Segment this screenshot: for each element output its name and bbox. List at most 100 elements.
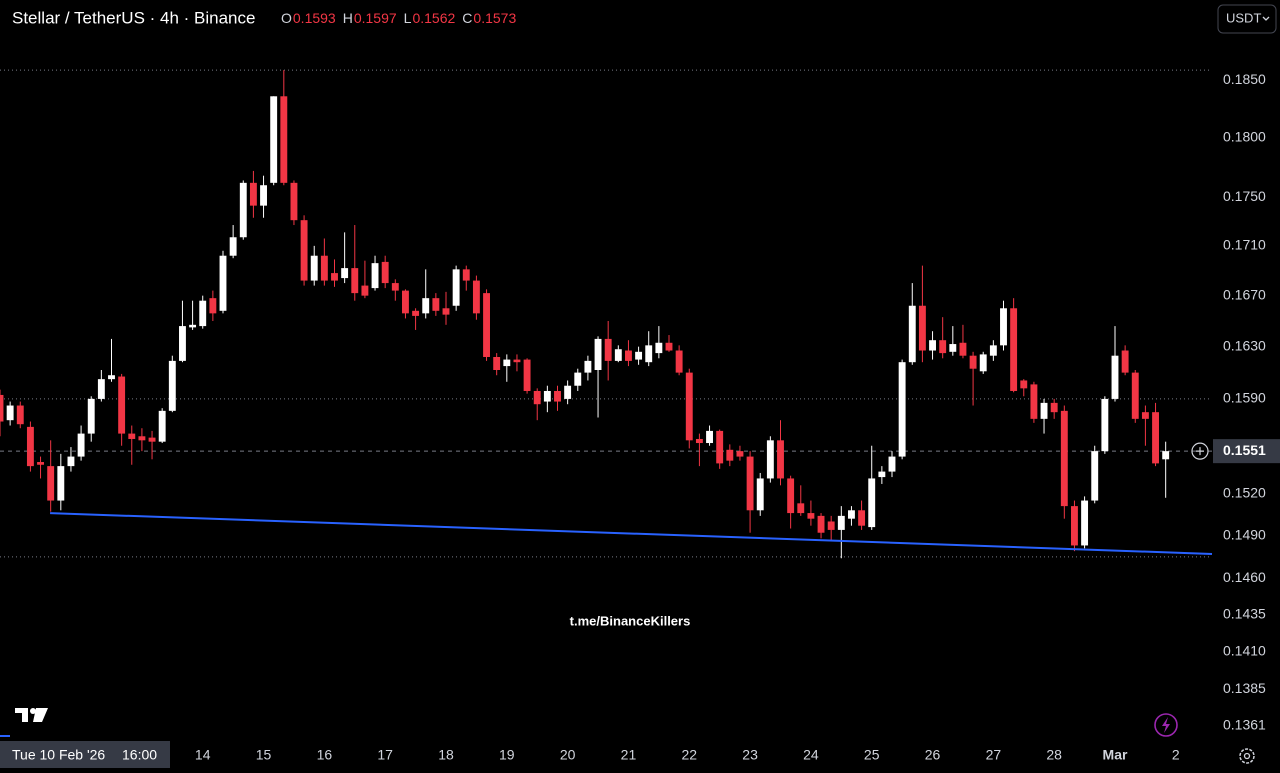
legend-value: 0.1597: [354, 10, 397, 26]
gear-icon[interactable]: [1239, 748, 1255, 764]
candle-body: [290, 182, 298, 221]
lightning-ring[interactable]: [1154, 713, 1178, 737]
candle-body: [635, 351, 643, 360]
candle-body: [1091, 451, 1099, 501]
candle-body: [513, 359, 521, 363]
candle-body: [260, 185, 267, 206]
candle-body: [402, 290, 409, 314]
currency-button-frame[interactable]: [1217, 4, 1277, 34]
candle-body: [168, 360, 176, 411]
candle-body: [118, 376, 126, 434]
candle-body: [584, 360, 592, 373]
candle-body: [787, 478, 795, 514]
candle-body: [766, 440, 774, 479]
candle-body: [37, 462, 44, 465]
candle-body: [858, 510, 866, 526]
candle-body: [554, 390, 561, 402]
candle-body: [77, 433, 85, 457]
candle-body: [179, 326, 186, 361]
y-tick-label: 0.1520: [1223, 484, 1266, 500]
candle-body: [249, 182, 257, 206]
x-tick-label: 23: [742, 747, 758, 763]
candle-body: [1060, 410, 1068, 507]
candle-body: [959, 342, 967, 356]
candle-body: [543, 390, 551, 402]
candle-body: [878, 471, 886, 478]
currency-button[interactable]: USDT: [1217, 4, 1277, 34]
candle-body: [67, 456, 75, 467]
candle-body: [574, 372, 582, 386]
candle-body: [797, 503, 805, 514]
gear-hub[interactable]: [1243, 752, 1251, 760]
candle-body: [57, 466, 65, 501]
candle-body: [1050, 402, 1058, 413]
x-tick-label: 14: [195, 747, 211, 763]
y-tick-label: 0.1590: [1223, 390, 1266, 406]
y-tick-label: 0.1460: [1223, 569, 1266, 585]
candle-body: [908, 305, 916, 363]
candle-body: [726, 449, 734, 461]
candle-body: [189, 324, 197, 328]
candle-body: [523, 359, 531, 391]
x-tick-label: 28: [1046, 747, 1062, 763]
legend-label: L: [404, 10, 412, 26]
x-tick-label: 15: [256, 747, 272, 763]
candle-body: [1141, 412, 1149, 419]
candle-body: [614, 349, 622, 361]
candle-body: [422, 298, 430, 314]
candle-body: [381, 261, 389, 284]
candle-body: [655, 342, 663, 354]
candle-body: [1000, 308, 1007, 346]
settings-button[interactable]: [1239, 748, 1255, 764]
chart-title: Stellar / TetherUS · 4h · Binance: [12, 8, 255, 27]
candle-body: [229, 237, 237, 256]
y-tick-label: 0.1410: [1223, 642, 1266, 658]
y-tick-label: 0.1490: [1223, 526, 1266, 542]
chevron-icon[interactable]: [1262, 16, 1270, 21]
x-tick-label: 26: [925, 747, 941, 763]
add-alert-icon[interactable]: [1191, 442, 1209, 460]
last-price-tag: [1213, 439, 1280, 464]
logo-shape: [15, 708, 48, 722]
candle-body: [746, 456, 754, 511]
candle-body: [108, 375, 115, 380]
candle-body: [47, 466, 55, 501]
candle-body: [462, 269, 470, 281]
candle-body: [0, 394, 4, 422]
candle-body: [929, 340, 936, 351]
lightning-icon[interactable]: [1162, 717, 1170, 733]
add-alert-plus[interactable]: [1196, 447, 1204, 456]
y-tick-label: 0.1630: [1223, 337, 1266, 353]
x-tick-label: 2: [1172, 747, 1180, 763]
y-tick-label: 0.1800: [1223, 129, 1266, 145]
candle-body: [1131, 372, 1139, 419]
candle-body: [341, 268, 349, 279]
candle-body: [16, 405, 24, 425]
candle-body: [777, 440, 784, 479]
candle-body: [949, 344, 957, 352]
ohlc-legend: O0.1593 H0.1597 L0.1562 C0.1573: [281, 10, 516, 26]
candle-body: [391, 283, 399, 291]
candle-body: [26, 426, 34, 467]
candle-body: [503, 359, 511, 367]
candle-body: [837, 515, 845, 530]
lightning-button[interactable]: [1154, 713, 1178, 737]
candle-body: [989, 345, 997, 356]
tradingview-logo: [15, 708, 48, 722]
candle-body: [1040, 402, 1048, 419]
trend-line: [50, 512, 1213, 555]
candle-body: [1081, 500, 1089, 546]
legend-label: C: [462, 10, 472, 26]
candle-body: [533, 390, 541, 405]
currency-label[interactable]: USDT: [1226, 10, 1261, 25]
candle-body: [979, 354, 987, 372]
candle-body: [918, 305, 926, 351]
candle-body: [1162, 451, 1170, 460]
x-tick-label: 20: [560, 747, 576, 763]
candle-body: [199, 300, 207, 327]
candle-body: [564, 385, 572, 399]
y-tick-label: 0.1670: [1223, 286, 1266, 302]
candle-body: [807, 513, 815, 519]
x-tick-label: 27: [986, 747, 1002, 763]
